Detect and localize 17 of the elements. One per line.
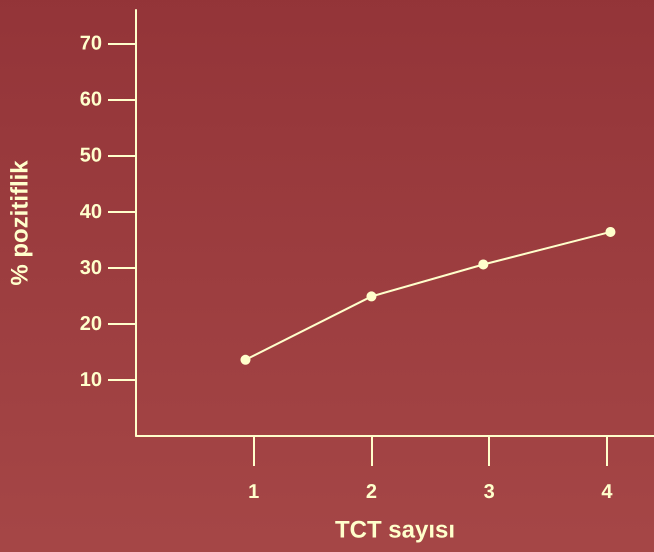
- x-tick-label: 2: [366, 481, 378, 503]
- y-tick-label: 20: [80, 312, 102, 335]
- y-tick-label: 70: [80, 32, 102, 55]
- point: [366, 291, 376, 302]
- point: [605, 226, 616, 237]
- y-axis-title: % pozitiflik: [6, 160, 34, 286]
- y-tick-label: 60: [80, 88, 102, 111]
- x-tick-label: 1: [248, 481, 260, 503]
- y-tick-label: 40: [80, 200, 102, 223]
- point: [478, 259, 488, 270]
- x-axis-title: TCT sayısı: [334, 516, 456, 544]
- x-tick-label: 3: [484, 481, 495, 503]
- x-tick-label: 4: [601, 481, 614, 503]
- point: [240, 354, 250, 365]
- y-tick-label: 30: [80, 256, 102, 279]
- y-tick-label: 10: [80, 368, 102, 391]
- y-tick-label: 50: [80, 144, 102, 167]
